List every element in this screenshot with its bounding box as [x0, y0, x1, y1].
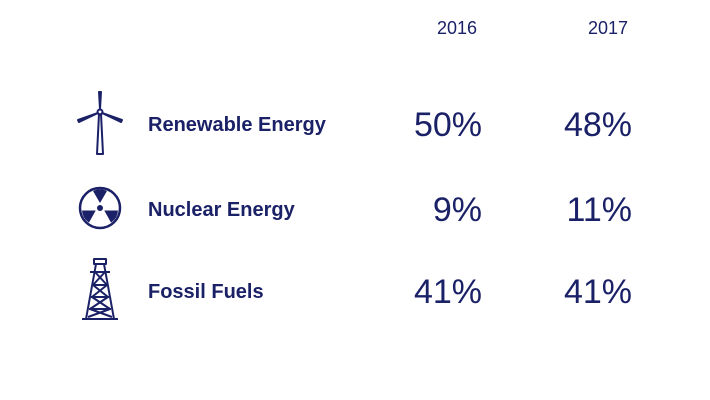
- oil-derrick-icon: [70, 257, 130, 327]
- table-row-fossil: Fossil Fuels 41% 41%: [0, 257, 710, 327]
- wind-turbine-icon: [70, 90, 130, 160]
- value-2017: 48%: [563, 106, 632, 144]
- radiation-icon: [70, 175, 130, 245]
- row-label: Nuclear Energy: [148, 199, 295, 221]
- value-2016: 9%: [432, 191, 482, 229]
- table-row-renewable: Renewable Energy 50% 48%: [0, 90, 710, 160]
- row-label: Fossil Fuels: [148, 281, 264, 303]
- table-row-nuclear: Nuclear Energy 9% 11%: [0, 175, 710, 245]
- value-2016: 41%: [413, 273, 482, 311]
- value-2016: 50%: [413, 106, 482, 144]
- value-2017: 11%: [566, 191, 632, 229]
- value-2017: 41%: [563, 273, 632, 311]
- column-header-2016: 2016: [436, 18, 477, 38]
- column-header-2017: 2017: [587, 18, 628, 38]
- row-label: Renewable Energy: [148, 114, 326, 136]
